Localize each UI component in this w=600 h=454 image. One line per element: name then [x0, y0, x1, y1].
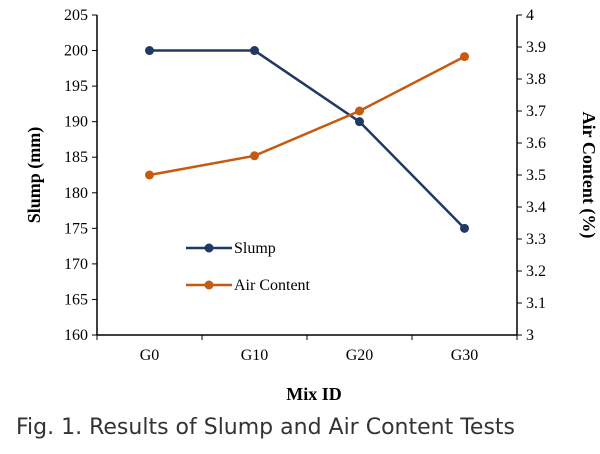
air-content-legend-label: Air Content [234, 277, 311, 294]
y2-tick-label: 3.9 [526, 39, 546, 56]
slump-legend-marker [204, 243, 214, 253]
y-tick-label: 165 [64, 291, 88, 308]
y2-tick-label: 3.8 [526, 71, 546, 88]
y-tick-label: 195 [64, 78, 88, 95]
x-tick-label: G20 [346, 347, 374, 364]
y2-tick-label: 3.7 [526, 103, 546, 120]
y2-tick-label: 3.1 [526, 295, 546, 312]
y-tick-label: 200 [64, 43, 88, 60]
y2-tick-label: 3.2 [526, 263, 546, 280]
plot-axes: 160 165 170 175 180 185 190 195 200 205 3 3.1 3.2 3.3… [64, 7, 546, 364]
y2-tick-label: 3.4 [526, 199, 546, 216]
y-tick-label: 205 [64, 7, 88, 24]
y-tick-label: 170 [64, 256, 88, 273]
y-tick-label: 175 [64, 220, 88, 237]
x-tick-label: G10 [241, 347, 269, 364]
y-tick-label: 190 [64, 114, 88, 131]
y2-tick-label: 3.5 [526, 167, 546, 184]
y-tick-label: 185 [64, 149, 88, 166]
air-content-data-point [355, 106, 364, 116]
figure-caption: Fig. 1. Results of Slump and Air Content… [16, 415, 515, 440]
slump-series-line [149, 49, 466, 230]
legend: Slump Air Content [186, 240, 311, 294]
slump-data-point [250, 46, 259, 56]
y-tick-label: 180 [64, 185, 88, 202]
y2-tick-label: 3 [526, 327, 534, 344]
y2-tick-label: 3.3 [526, 231, 546, 248]
x-tick-label: G0 [140, 347, 160, 364]
air-content-legend-marker [204, 280, 214, 290]
air-content-series-line [149, 55, 466, 177]
air-content-data-point [250, 151, 259, 161]
slump-legend-label: Slump [234, 240, 276, 257]
slump-data-point [460, 223, 469, 233]
y2-tick-label: 3.6 [526, 135, 546, 152]
air-content-data-point [145, 170, 154, 180]
x-tick-label: G30 [451, 347, 479, 364]
y-tick-label: 160 [64, 327, 88, 344]
air-content-data-point [460, 52, 469, 62]
slump-data-point [145, 46, 154, 56]
series-layer [145, 46, 469, 233]
x-axis-title: Mix ID [286, 384, 342, 404]
slump-data-point [355, 117, 364, 127]
y-axis-title: Slump (mm) [24, 127, 45, 224]
y2-tick-label: 4 [526, 7, 534, 24]
y2-axis-title: Air Content (%) [578, 112, 599, 239]
